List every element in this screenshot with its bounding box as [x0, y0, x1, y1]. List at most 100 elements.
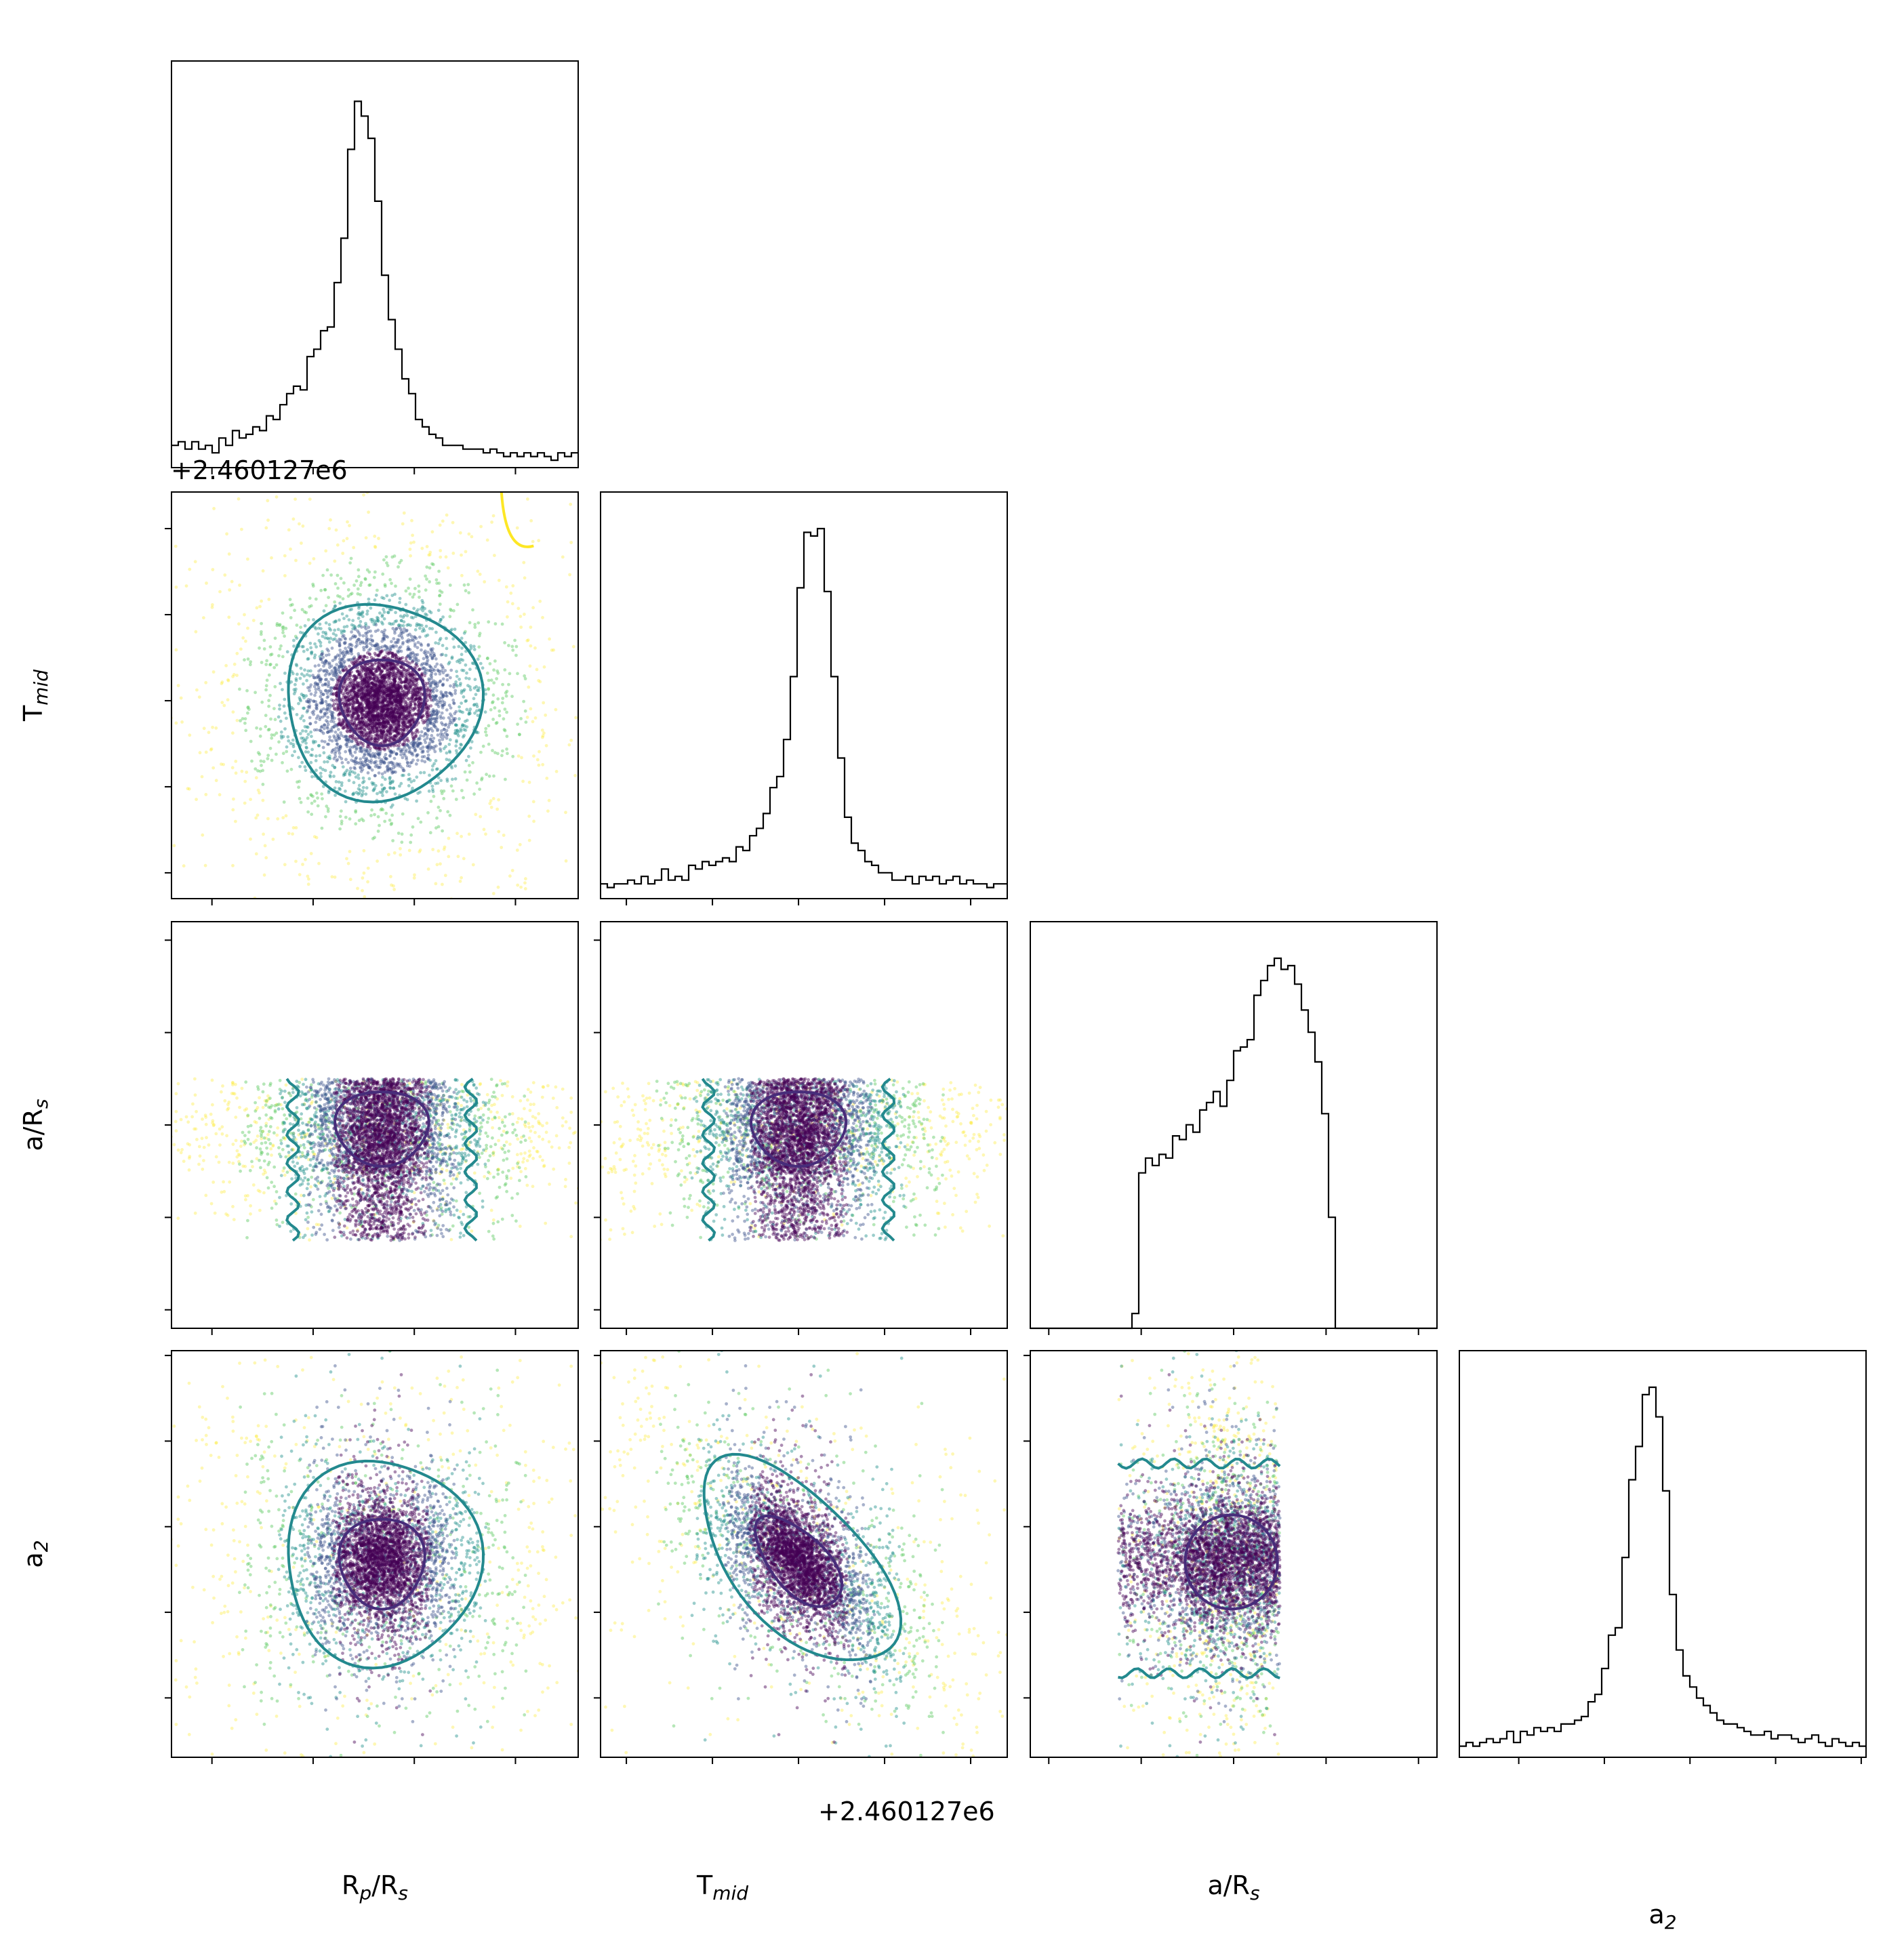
scatter-point [441, 615, 445, 619]
scatter-point [458, 747, 462, 750]
scatter-point [412, 779, 416, 782]
scatter-point [467, 755, 470, 758]
scatter-point [477, 621, 480, 625]
scatter-point [466, 779, 469, 782]
scatter-point [371, 837, 375, 840]
scatter-point [289, 598, 292, 601]
scatter-point [451, 637, 455, 640]
scatter-point [307, 733, 310, 736]
scatter-point [304, 624, 307, 628]
scatter-point [365, 733, 369, 736]
scatter-point [373, 576, 376, 579]
scatter-point [270, 759, 274, 762]
scatter-point [386, 694, 389, 697]
scatter-point [504, 778, 507, 781]
scatter-point [374, 661, 378, 665]
scatter-point [423, 674, 426, 678]
scatter-point [336, 544, 340, 547]
scatter-point [355, 579, 359, 583]
scatter-point [487, 687, 490, 691]
scatter-point [299, 699, 302, 703]
scatter-point [420, 649, 423, 652]
scatter-point [520, 756, 523, 760]
scatter-point [359, 766, 363, 770]
scatter-point [267, 699, 270, 702]
scatter-point [300, 801, 303, 804]
scatter-point [441, 683, 445, 687]
scatter-point [506, 752, 509, 755]
scatter-point [440, 670, 443, 673]
scatter-point [435, 689, 439, 693]
scatter-point [555, 770, 559, 773]
scatter-point [234, 820, 237, 823]
scatter-point [388, 720, 391, 723]
scatter-point [344, 800, 348, 804]
scatter-point [409, 655, 413, 658]
scatter-point [361, 792, 365, 796]
scatter-point [365, 656, 369, 659]
scatter-point [295, 663, 298, 666]
scatter-point [323, 723, 326, 726]
scatter-point [313, 694, 317, 697]
scatter-point [188, 733, 191, 737]
scatter-point [432, 795, 436, 798]
scatter-point [240, 528, 243, 531]
scatter-point [365, 758, 369, 762]
scatter-point [435, 768, 439, 771]
scatter-point [266, 518, 270, 522]
scatter-point [359, 634, 362, 637]
scatter-point [324, 683, 327, 687]
scatter-point [335, 759, 338, 762]
scatter-point [344, 641, 347, 644]
scatter-point [440, 653, 443, 657]
scatter-point [376, 617, 380, 620]
scatter-point [378, 611, 382, 615]
scatter-point [455, 670, 458, 673]
scatter-point [414, 697, 418, 701]
scatter-point [497, 798, 500, 802]
scatter-point [374, 546, 378, 549]
scatter-point [432, 721, 436, 724]
scatter-point [414, 694, 418, 697]
scatter-point [359, 613, 363, 617]
scatter-point [437, 670, 440, 673]
scatter-point [354, 757, 357, 760]
scatter-point [315, 703, 319, 706]
scatter-point [434, 759, 438, 762]
scatter-point [400, 675, 403, 678]
scatter-point [428, 790, 431, 793]
scatter-point [458, 705, 461, 709]
scatter-point [394, 611, 397, 614]
scatter-point [466, 719, 469, 722]
scatter-point [412, 737, 416, 740]
scatter-point [469, 688, 472, 691]
scatter-point [378, 753, 382, 756]
scatter-point [195, 798, 198, 801]
scatter-point [388, 598, 391, 602]
scatter-point [362, 786, 365, 790]
scatter-point [418, 596, 421, 599]
scatter-point [367, 771, 370, 775]
scatter-point [365, 749, 369, 752]
scatter-point [436, 729, 439, 733]
scatter-point [465, 708, 468, 712]
scatter-point [495, 670, 499, 673]
scatter-point [401, 697, 404, 700]
scatter-point [281, 611, 285, 615]
scatter-point [477, 657, 480, 661]
scatter-point [569, 739, 573, 742]
scatter-point [467, 591, 470, 594]
scatter-point [445, 691, 448, 695]
scatter-point [246, 712, 249, 715]
scatter-point [220, 682, 224, 685]
scatter-point [501, 750, 504, 753]
scatter-point [346, 761, 350, 764]
scatter-point [346, 684, 350, 687]
scatter-point [437, 733, 440, 737]
scatter-point [397, 651, 400, 654]
scatter-point [281, 761, 284, 764]
scatter-point [443, 703, 446, 706]
scatter-point [390, 884, 393, 887]
scatter-point [252, 619, 256, 622]
scatter-point [264, 856, 268, 859]
